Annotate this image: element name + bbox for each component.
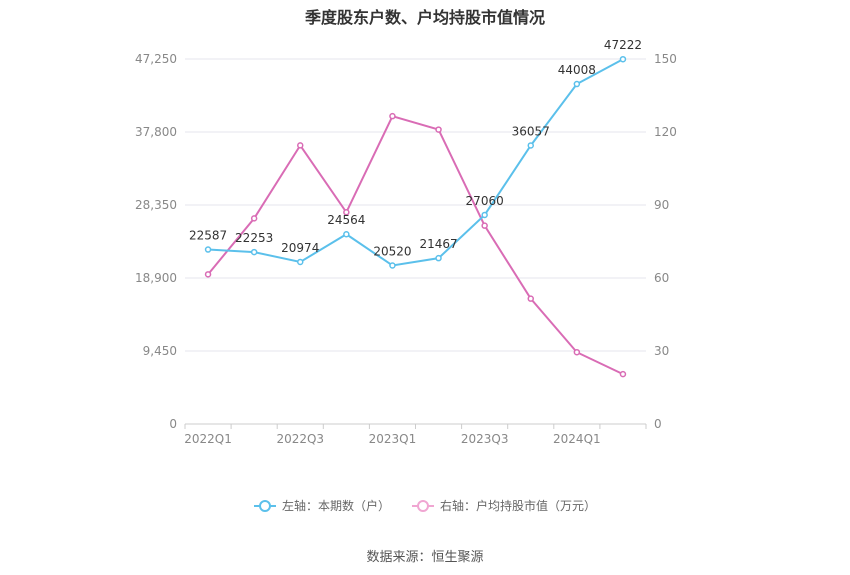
x-tick-label: 2023Q1 bbox=[369, 432, 417, 446]
data-label: 20520 bbox=[373, 244, 411, 258]
legend-item-avg-value[interactable]: 右轴：户均持股市值（万元） bbox=[412, 497, 596, 514]
data-point-1 bbox=[250, 215, 258, 222]
y-left-tick-label: 28,350 bbox=[135, 198, 177, 212]
data-point-1 bbox=[435, 126, 442, 133]
data-point-0 bbox=[250, 248, 258, 256]
data-label: 21467 bbox=[419, 237, 457, 251]
legend-label-households: 左轴：本期数（户） bbox=[281, 499, 390, 513]
data-point-1 bbox=[389, 112, 396, 120]
legend: 左轴：本期数（户） 右轴：户均持股市值（万元） bbox=[0, 497, 850, 514]
data-point-1 bbox=[297, 142, 304, 149]
x-tick-label: 2023Q3 bbox=[461, 432, 509, 446]
y-right-tick-label: 150 bbox=[654, 52, 677, 66]
y-left-tick-label: 47,250 bbox=[135, 52, 177, 66]
data-point-0 bbox=[573, 80, 581, 88]
data-point-0 bbox=[527, 142, 534, 149]
data-label: 20974 bbox=[281, 241, 319, 255]
x-tick-label: 2022Q3 bbox=[276, 432, 324, 446]
y-left-tick-label: 37,800 bbox=[135, 125, 177, 139]
data-point-0 bbox=[619, 55, 627, 63]
series-line-0 bbox=[207, 58, 624, 267]
y-left-tick-label: 18,900 bbox=[135, 271, 177, 285]
chart-title: 季度股东户数、户均持股市值情况 bbox=[304, 8, 545, 27]
legend-swatch-avg-value bbox=[412, 499, 434, 512]
data-point-0 bbox=[204, 246, 212, 253]
y-left-tick-label: 0 bbox=[169, 417, 177, 431]
x-tick-label: 2022Q1 bbox=[184, 432, 232, 446]
data-point-1 bbox=[481, 222, 488, 229]
legend-swatch-households bbox=[253, 499, 276, 512]
y-right-tick-label: 90 bbox=[654, 198, 669, 212]
data-point-0 bbox=[343, 230, 350, 238]
data-point-0 bbox=[389, 262, 396, 269]
data-label: 22253 bbox=[235, 231, 273, 245]
data-point-0 bbox=[435, 254, 442, 262]
series-line-1 bbox=[207, 114, 624, 376]
data-point-1 bbox=[343, 209, 350, 216]
data-label: 44008 bbox=[558, 63, 596, 77]
data-label: 22587 bbox=[189, 229, 227, 243]
data-point-1 bbox=[204, 271, 212, 278]
x-tick-label: 2024Q1 bbox=[553, 432, 601, 446]
data-point-1 bbox=[619, 370, 627, 378]
source-note: 数据来源：恒生聚源 bbox=[366, 550, 484, 565]
data-point-1 bbox=[573, 348, 581, 356]
legend-item-households[interactable]: 左轴：本期数（户） bbox=[253, 497, 390, 514]
data-label: 27060 bbox=[466, 194, 504, 208]
data-label: 24564 bbox=[327, 213, 365, 227]
y-right-tick-label: 30 bbox=[654, 344, 669, 358]
data-label: 47222 bbox=[604, 38, 642, 52]
legend-label-avg-value: 右轴：户均持股市值（万元） bbox=[440, 499, 597, 513]
y-right-tick-label: 60 bbox=[654, 271, 669, 285]
data-point-1 bbox=[527, 295, 534, 302]
y-right-tick-label: 120 bbox=[654, 125, 677, 139]
data-point-0 bbox=[481, 211, 488, 219]
data-label: 36057 bbox=[512, 124, 550, 138]
y-left-tick-label: 9,450 bbox=[143, 344, 177, 358]
data-point-0 bbox=[297, 258, 304, 266]
y-right-tick-label: 0 bbox=[654, 417, 662, 431]
